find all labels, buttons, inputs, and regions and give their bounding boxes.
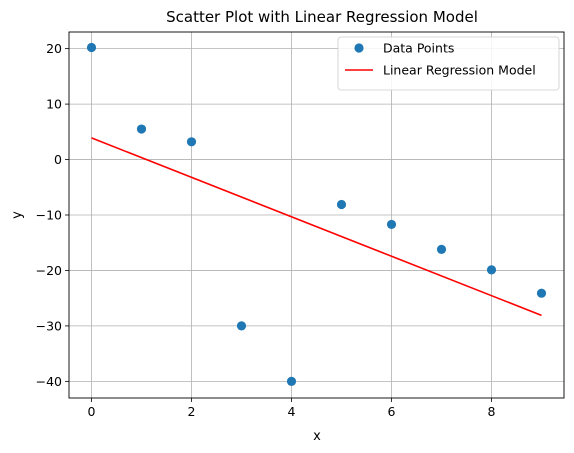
- y-tick-label: 10: [46, 97, 62, 112]
- y-tick-label: −20: [36, 263, 62, 278]
- y-axis-label: y: [10, 211, 25, 219]
- data-point: [386, 219, 397, 230]
- tick-labels: 0 2 4 6 8 −40 −30 −20 −10 0 10 20: [36, 41, 496, 419]
- x-tick-label: 6: [388, 404, 396, 419]
- y-tick-label: 0: [54, 152, 62, 167]
- data-point: [436, 244, 447, 254]
- data-point: [186, 137, 197, 147]
- regression-line: [91, 137, 542, 317]
- data-point: [536, 288, 547, 298]
- legend: Data Points Linear Regression Model: [337, 36, 560, 91]
- legend-label: Linear Regression Model: [383, 63, 536, 78]
- x-tick-label: 2: [188, 404, 196, 419]
- x-axis-label: x: [313, 429, 321, 444]
- plot-series: [86, 42, 547, 386]
- y-tick-label: −40: [36, 374, 62, 389]
- data-point: [236, 321, 247, 331]
- y-tick-label: −30: [36, 318, 62, 333]
- data-point: [486, 265, 497, 275]
- x-tick-label: 0: [88, 404, 96, 419]
- x-tick-label: 4: [288, 404, 296, 419]
- chart-title: Scatter Plot with Linear Regression Mode…: [166, 8, 478, 26]
- data-point: [86, 42, 97, 53]
- data-point: [336, 199, 347, 210]
- y-tick-label: −10: [36, 208, 62, 223]
- legend-marker-swatch: [354, 43, 364, 53]
- data-point: [286, 376, 297, 386]
- data-point: [136, 124, 147, 134]
- grid: [69, 32, 564, 398]
- legend-label: Data Points: [383, 41, 454, 56]
- y-tick-label: 20: [46, 41, 62, 56]
- legend-box: [337, 36, 560, 91]
- x-tick-label: 8: [488, 404, 496, 419]
